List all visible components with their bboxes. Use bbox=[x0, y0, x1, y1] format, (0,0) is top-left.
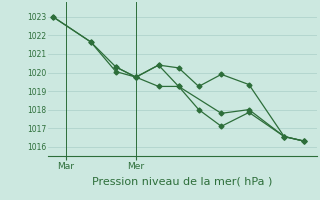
X-axis label: Pression niveau de la mer( hPa ): Pression niveau de la mer( hPa ) bbox=[92, 176, 273, 186]
